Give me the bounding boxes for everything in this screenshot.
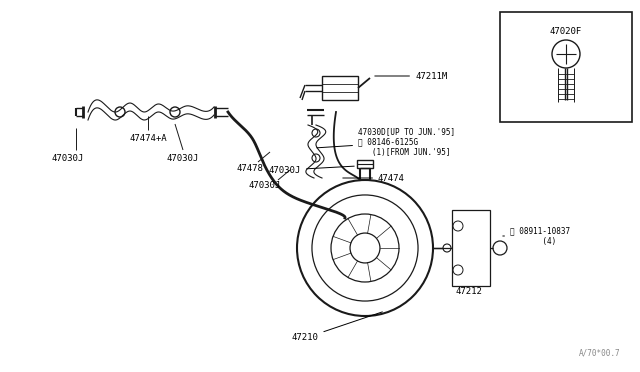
- Text: 47210: 47210: [292, 312, 382, 343]
- Text: 47474+A: 47474+A: [129, 134, 167, 142]
- Text: 47211M: 47211M: [375, 71, 447, 80]
- Text: 47474: 47474: [343, 173, 405, 183]
- Text: A/70*00.7: A/70*00.7: [579, 349, 620, 358]
- Text: 47030J: 47030J: [167, 154, 199, 163]
- Bar: [500, 12, 632, 122]
- Bar: [322, 76, 358, 100]
- Bar: [357, 160, 373, 168]
- Text: 47030J: 47030J: [52, 154, 84, 163]
- Text: 47020F: 47020F: [550, 27, 582, 36]
- Text: 47212: 47212: [455, 288, 482, 296]
- Text: Ⓑ 08911-10837
       (4): Ⓑ 08911-10837 (4): [503, 226, 570, 246]
- Text: 47030J: 47030J: [269, 166, 354, 174]
- Bar: [452, 210, 490, 286]
- Text: 47030D[UP TO JUN.'95]
Ⓑ 08146-6125G
   (1)[FROM JUN.'95]: 47030D[UP TO JUN.'95] Ⓑ 08146-6125G (1)[…: [317, 127, 455, 157]
- Text: 47478: 47478: [237, 164, 264, 173]
- Text: 47030J: 47030J: [249, 180, 281, 189]
